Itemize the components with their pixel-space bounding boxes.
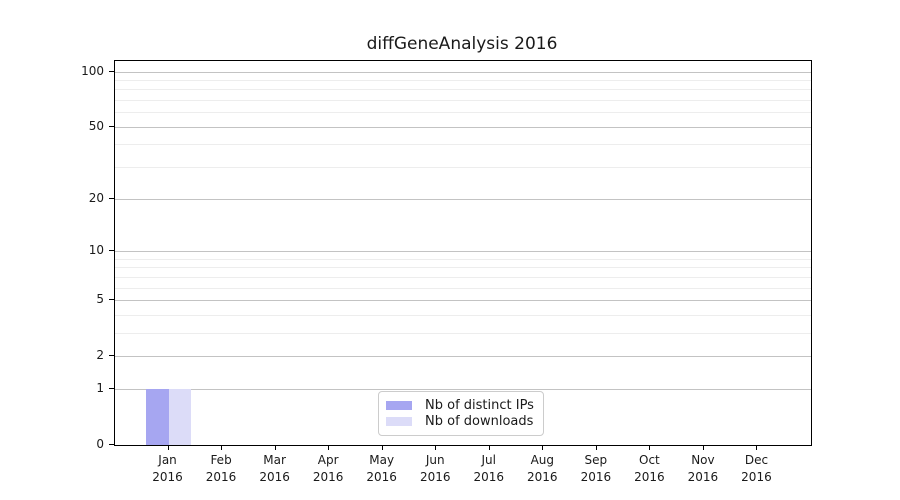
x-tick-label: Aug 2016 xyxy=(527,453,558,484)
y-tick-label: 2 xyxy=(96,348,104,363)
y-tick-mark xyxy=(109,444,114,445)
x-tick-mark xyxy=(756,445,758,450)
gridline-minor xyxy=(115,258,811,260)
gridline-major xyxy=(115,198,811,200)
x-tick-label: Jan 2016 xyxy=(152,453,183,484)
x-tick-mark xyxy=(381,445,383,450)
gridline-minor xyxy=(115,79,811,81)
x-tick-label: May 2016 xyxy=(366,453,397,484)
x-tick-label: Oct 2016 xyxy=(634,453,665,484)
x-tick-mark xyxy=(649,445,651,450)
gridline-minor xyxy=(115,287,811,289)
gridline-minor xyxy=(115,314,811,316)
gridline-minor xyxy=(115,267,811,269)
gridline-minor xyxy=(115,100,811,102)
x-tick-mark xyxy=(542,445,544,450)
x-tick-mark xyxy=(221,445,223,450)
x-tick-mark xyxy=(595,445,597,450)
gridline-major xyxy=(115,356,811,358)
y-tick-mark xyxy=(109,387,114,389)
x-tick-mark xyxy=(328,445,330,450)
legend-swatch xyxy=(386,417,412,426)
bar-nb-of-downloads xyxy=(168,388,192,445)
gridline-major xyxy=(115,71,811,73)
gridline-minor xyxy=(115,89,811,91)
gridline-major xyxy=(115,299,811,301)
y-tick-mark xyxy=(109,125,114,127)
y-tick-label: 0 xyxy=(96,437,104,451)
legend-entry: Nb of downloads xyxy=(386,414,536,429)
x-tick-label: Feb 2016 xyxy=(205,453,237,484)
legend-label: Nb of distinct IPs xyxy=(425,398,534,413)
y-tick-label: 100 xyxy=(81,63,104,78)
legend-entry: Nb of distinct IPs xyxy=(386,398,536,413)
y-tick-label: 1 xyxy=(96,380,104,395)
y-tick-label: 50 xyxy=(88,118,104,133)
x-tick-label: Nov 2016 xyxy=(687,453,719,484)
y-tick-mark xyxy=(109,298,114,300)
legend-label: Nb of downloads xyxy=(425,414,534,429)
x-tick-label: Jul 2016 xyxy=(473,453,505,484)
y-tick-mark xyxy=(109,197,114,199)
y-tick-label: 20 xyxy=(88,190,104,205)
gridline-minor xyxy=(115,332,811,334)
legend: Nb of distinct IPs Nb of downloads xyxy=(378,391,544,436)
gridline-minor xyxy=(115,144,811,146)
bar-nb-of-distinct-ips xyxy=(146,388,169,445)
x-tick-label: Jun 2016 xyxy=(419,453,451,484)
gridline-major xyxy=(115,250,811,252)
x-tick-mark xyxy=(435,445,437,450)
x-tick-label: Mar 2016 xyxy=(259,453,290,484)
x-tick-mark xyxy=(702,445,704,450)
x-tick-mark xyxy=(274,445,276,450)
y-tick-mark xyxy=(109,249,114,251)
gridline-minor xyxy=(115,112,811,114)
gridline-major xyxy=(115,126,811,128)
x-tick-label: Sep 2016 xyxy=(580,453,612,484)
y-tick-mark xyxy=(109,70,114,72)
plot-area xyxy=(114,60,812,446)
gridline-major xyxy=(115,388,811,390)
x-tick-mark xyxy=(167,445,169,450)
gridline-minor xyxy=(115,167,811,169)
legend-swatch xyxy=(386,401,412,410)
gridline-minor xyxy=(115,276,811,278)
x-tick-label: Apr 2016 xyxy=(312,453,344,484)
x-tick-label: Dec 2016 xyxy=(741,453,772,484)
y-tick-label: 5 xyxy=(96,291,104,306)
x-tick-mark xyxy=(488,445,490,450)
y-tick-label: 10 xyxy=(88,242,104,257)
chart-title: diffGeneAnalysis 2016 xyxy=(366,34,558,54)
y-tick-mark xyxy=(109,355,114,357)
